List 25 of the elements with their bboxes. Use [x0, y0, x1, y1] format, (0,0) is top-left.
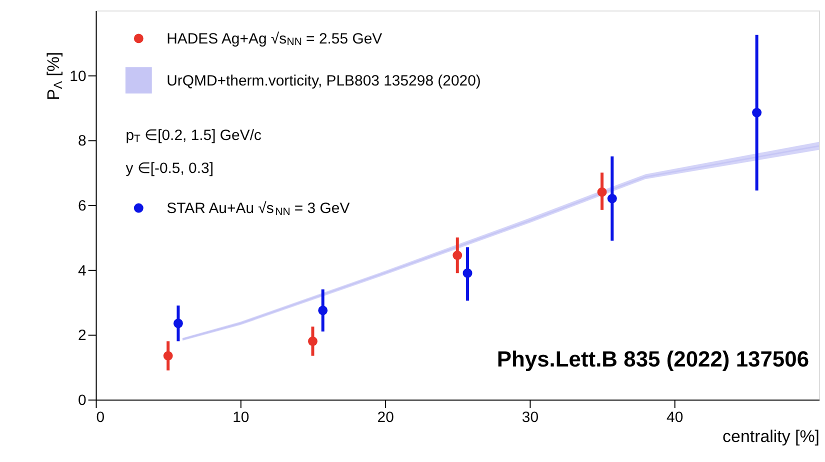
x-tick-label: 40 [666, 409, 684, 426]
point [452, 250, 462, 260]
x-tick-label: 10 [232, 409, 250, 426]
x-axis-title: centrality [%] [722, 426, 820, 446]
x-tick-label: 20 [377, 409, 394, 426]
y-tick-label: 0 [78, 392, 86, 410]
y-tick-label: 10 [70, 68, 86, 85]
point [607, 194, 617, 204]
point [173, 318, 183, 328]
y-tick-label: 4 [78, 262, 86, 280]
x-tick-label: 0 [96, 409, 105, 426]
point [163, 351, 173, 361]
point [597, 187, 607, 197]
point [308, 336, 318, 346]
y-tick-label: 8 [78, 132, 86, 150]
y-tick-label: 2 [78, 327, 86, 344]
x-tick-label: 30 [522, 409, 539, 426]
point [318, 306, 328, 316]
y-tick-label: 6 [78, 198, 86, 215]
legend-label: UrQMD+therm.vorticity, PLB803 135298 (2020) [166, 72, 481, 90]
point [752, 108, 762, 118]
y-axis-title: PΛ [%] [44, 52, 66, 100]
annotation: Phys.Lett.B 835 (2022) 137506 [496, 346, 810, 372]
annotation: y ∈[-0.5, 0.3] [126, 160, 214, 178]
point [462, 268, 472, 278]
